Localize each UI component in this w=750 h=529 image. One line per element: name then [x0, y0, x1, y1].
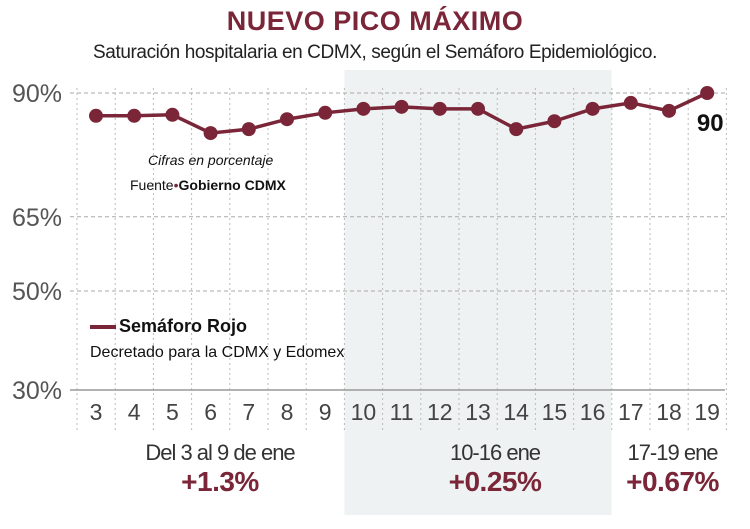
- legend: Semáforo Rojo: [90, 316, 247, 337]
- x-tick-label: 14: [503, 399, 529, 425]
- units-note: Cifras en porcentaje: [148, 152, 274, 168]
- y-tick-label: 30%: [12, 377, 62, 405]
- x-tick-label: 11: [390, 399, 414, 425]
- period-1: Del 3 al 9 de ene +1.3%: [110, 440, 330, 498]
- x-tick-label: 4: [128, 399, 141, 425]
- source-note: Fuente•Gobierno CDMX: [130, 177, 286, 193]
- source-label: Fuente: [130, 177, 174, 193]
- period-label: 10-16 ene: [449, 440, 541, 465]
- data-point: [585, 101, 600, 116]
- period-change: +0.25%: [448, 466, 542, 497]
- shaded-period: [344, 70, 612, 515]
- period-2: 10-16 ene +0.25%: [400, 440, 590, 498]
- y-tick-label: 50%: [12, 278, 62, 306]
- legend-subtitle: Decretado para la CDMX y Edomex: [90, 344, 345, 361]
- x-tick-label: 10: [351, 399, 377, 425]
- data-point: [547, 114, 562, 129]
- x-tick-label: 12: [427, 399, 453, 425]
- x-tick-label: 3: [90, 399, 103, 425]
- legend-title: Semáforo Rojo: [119, 316, 248, 336]
- period-3: 17-19 ene +0.67%: [610, 440, 735, 498]
- chart-subtitle: Saturación hospitalaria en CDMX, según e…: [93, 42, 657, 63]
- x-tick-label: 17: [618, 399, 644, 425]
- data-point: [280, 112, 294, 127]
- period-label: Del 3 al 9 de ene: [145, 440, 295, 465]
- x-tick-label: 15: [542, 399, 568, 425]
- legend-swatch: [90, 325, 116, 330]
- data-point: [318, 105, 333, 120]
- x-tick-label: 16: [580, 399, 606, 425]
- x-tick-label: 7: [242, 399, 255, 425]
- data-point: [165, 107, 180, 122]
- data-point: [127, 108, 142, 123]
- source-name: Gobierno CDMX: [178, 177, 286, 193]
- data-point: [203, 126, 218, 141]
- x-tick-label: 5: [166, 399, 179, 425]
- data-point: [432, 101, 447, 116]
- period-label: 17-19 ene: [627, 440, 718, 465]
- x-tick-label: 9: [319, 399, 332, 425]
- x-tick-label: 8: [281, 399, 294, 425]
- data-point: [509, 122, 524, 137]
- chart-title: NUEVO PICO MÁXIMO: [226, 6, 524, 36]
- x-tick-label: 6: [204, 399, 217, 425]
- data-point: [662, 103, 676, 118]
- y-tick-label: 90%: [12, 80, 62, 108]
- data-point: [241, 122, 256, 137]
- x-tick-label: 18: [656, 399, 682, 425]
- data-point: [700, 86, 715, 100]
- y-tick-label: 65%: [12, 204, 62, 232]
- last-value-label: 90: [697, 110, 724, 137]
- data-point: [394, 99, 409, 114]
- x-tick-label: 19: [694, 399, 720, 425]
- data-point: [356, 101, 371, 116]
- period-change: +0.67%: [626, 466, 719, 497]
- data-point: [89, 108, 103, 123]
- data-point: [623, 95, 638, 110]
- x-tick-label: 13: [465, 399, 491, 425]
- data-point: [471, 101, 485, 116]
- period-change: +1.3%: [181, 466, 259, 497]
